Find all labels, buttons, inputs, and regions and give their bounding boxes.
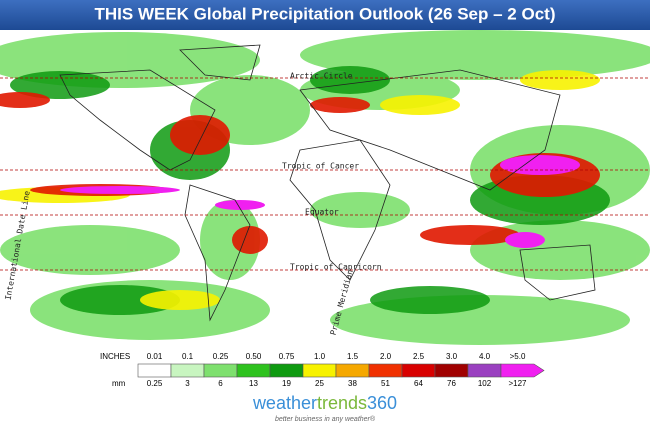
latitude-lines (0, 77, 650, 271)
legend-swatch (401, 363, 436, 378)
legend-mm-label: >127 (508, 379, 527, 388)
legend-swatch (434, 363, 469, 378)
legend-swatch (236, 363, 271, 378)
legend-swatch (368, 363, 403, 378)
legend-mm-label: 0.25 (147, 379, 163, 388)
legend-inch-label: 1.5 (347, 352, 359, 361)
legend-swatch (302, 363, 337, 378)
legend-swatch (467, 363, 502, 378)
legend-inch-label: 4.0 (479, 352, 491, 361)
map-label: Tropic of Capricorn (290, 263, 382, 272)
legend-inch-label: 2.0 (380, 352, 392, 361)
legend-inch-label: 0.50 (246, 352, 262, 361)
brand-part: trends (317, 393, 367, 413)
map-label: Equator (305, 208, 339, 217)
map-label: Tropic of Cancer (282, 162, 359, 171)
legend-inch-label: 1.0 (314, 352, 326, 361)
legend-swatch (335, 363, 370, 378)
legend-inch-label: 0.01 (147, 352, 163, 361)
map: Arctic Circle Tropic of Cancer Equator T… (0, 30, 650, 350)
legend-mm-label: 3 (185, 379, 190, 388)
legend-inch-label: 3.0 (446, 352, 458, 361)
legend-swatch (137, 363, 172, 378)
legend-inch-label: 0.75 (279, 352, 295, 361)
brand-logo: weathertrends360 (252, 393, 397, 413)
legend-inch-label: 0.25 (213, 352, 229, 361)
legend-mm-label: 6 (218, 379, 223, 388)
legend-mm-label: 64 (414, 379, 423, 388)
legend-inch-label: >5.0 (510, 352, 526, 361)
legend-mm-label: 51 (381, 379, 390, 388)
legend-mm-label: 13 (249, 379, 258, 388)
brand-part: weather (252, 393, 317, 413)
map-label: Arctic Circle (290, 72, 353, 81)
legend-swatch (500, 363, 545, 378)
legend-mm-label: 102 (478, 379, 492, 388)
legend-inch-label: 2.5 (413, 352, 425, 361)
title-bar (0, 0, 650, 30)
legend-mm-label: 38 (348, 379, 357, 388)
title: THIS WEEK Global Precipitation Outlook (… (95, 4, 556, 23)
legend-swatch (269, 363, 304, 378)
legend: INCHES mm 0.01 0.1 0.25 0.50 0.75 1.0 1.5 2.0 2.… (100, 352, 545, 388)
legend-mm-label: 76 (447, 379, 456, 388)
legend-mm-label: 19 (282, 379, 291, 388)
legend-swatch (170, 363, 205, 378)
legend-unit: INCHES (100, 352, 130, 361)
brand-tagline: better business in any weather® (275, 415, 376, 423)
legend-swatch (203, 363, 238, 378)
legend-unit: mm (112, 379, 126, 388)
brand-part: 360 (367, 393, 397, 413)
legend-inch-label: 0.1 (182, 352, 194, 361)
legend-mm-label: 25 (315, 379, 324, 388)
